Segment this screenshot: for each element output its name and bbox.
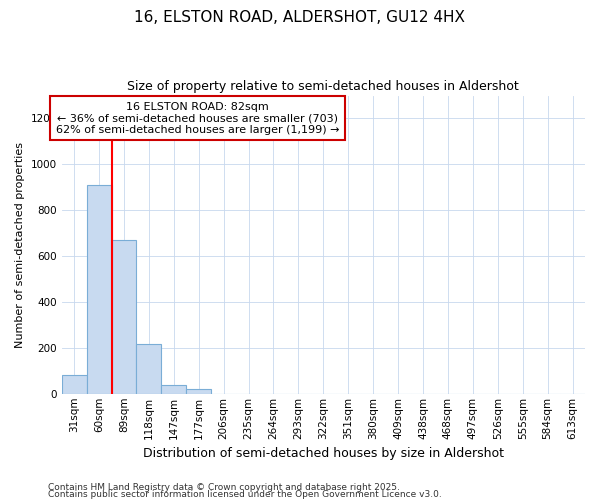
Bar	[161, 384, 186, 394]
Bar	[112, 240, 136, 394]
Text: Contains public sector information licensed under the Open Government Licence v3: Contains public sector information licen…	[48, 490, 442, 499]
Text: 16, ELSTON ROAD, ALDERSHOT, GU12 4HX: 16, ELSTON ROAD, ALDERSHOT, GU12 4HX	[134, 10, 466, 25]
Bar	[86, 185, 112, 394]
Bar	[186, 389, 211, 394]
Text: 16 ELSTON ROAD: 82sqm
← 36% of semi-detached houses are smaller (703)
62% of sem: 16 ELSTON ROAD: 82sqm ← 36% of semi-deta…	[56, 102, 340, 134]
X-axis label: Distribution of semi-detached houses by size in Aldershot: Distribution of semi-detached houses by …	[143, 447, 504, 460]
Bar	[136, 344, 161, 394]
Text: Contains HM Land Registry data © Crown copyright and database right 2025.: Contains HM Land Registry data © Crown c…	[48, 484, 400, 492]
Bar	[62, 376, 86, 394]
Y-axis label: Number of semi-detached properties: Number of semi-detached properties	[15, 142, 25, 348]
Title: Size of property relative to semi-detached houses in Aldershot: Size of property relative to semi-detach…	[127, 80, 519, 93]
